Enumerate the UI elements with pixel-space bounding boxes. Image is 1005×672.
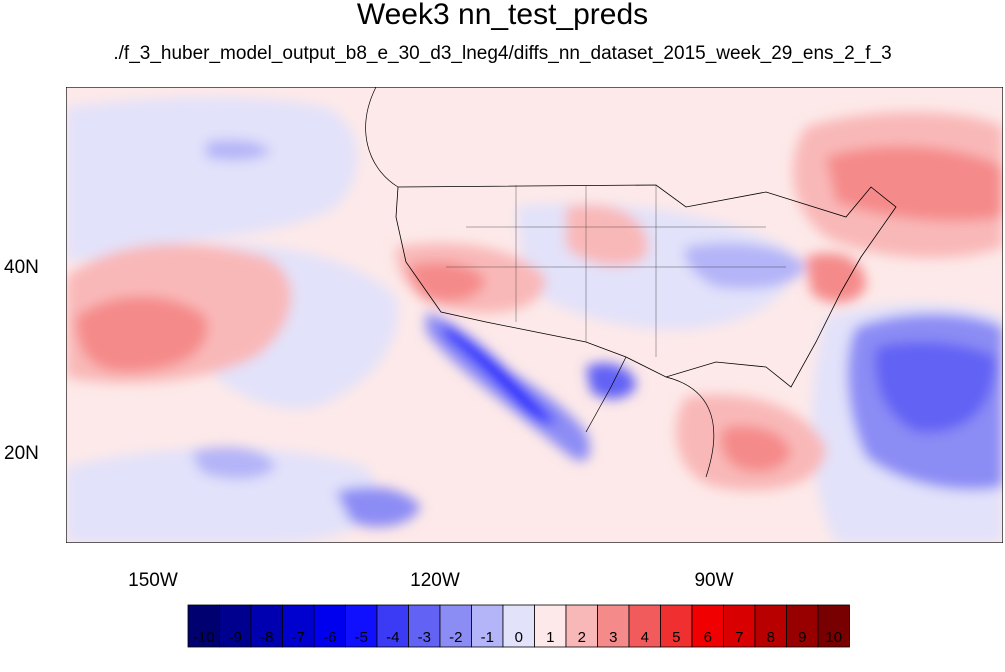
colorbar-swatch [534, 604, 567, 648]
colorbar-swatch [628, 604, 661, 648]
colorbar-tick-label: -6 [323, 629, 337, 646]
colorbar-swatch [723, 604, 756, 648]
colorbar-swatch [691, 604, 724, 648]
figure-title: Week3 nn_test_preds [356, 0, 649, 31]
colorbar-tick-label: -10 [192, 629, 215, 646]
colorbar-swatch [754, 604, 787, 648]
colorbar-tick-label: 1 [546, 629, 555, 646]
colorbar-tick-label: -4 [386, 629, 400, 646]
colorbar-tick-label: 5 [672, 629, 681, 646]
anomaly-field [66, 97, 1003, 543]
lon-tick-label-90w: 90W [694, 570, 734, 591]
colorbar-swatch [345, 604, 378, 648]
colorbar-tick-label: 8 [766, 629, 775, 646]
colorbar-tick-label: -7 [291, 629, 305, 646]
colorbar-tick-label: -8 [260, 629, 274, 646]
figure-subtitle: ./f_3_huber_model_output_b8_e_30_d3_lneg… [113, 43, 892, 64]
colorbar-swatch [282, 604, 315, 648]
colorbar-swatch [817, 604, 850, 648]
colorbar [187, 604, 850, 648]
colorbar-tick-label: 10 [825, 629, 843, 646]
colorbar-swatch [250, 604, 283, 648]
colorbar-tick-label: -5 [354, 629, 368, 646]
colorbar-swatch [376, 604, 409, 648]
map-plot [66, 87, 1003, 543]
colorbar-swatch [660, 604, 693, 648]
colorbar-tick-label: -3 [417, 629, 431, 646]
colorbar-tick-label: 2 [577, 629, 586, 646]
lon-tick-label-150w: 150W [128, 570, 178, 591]
colorbar-tick-label: 3 [609, 629, 618, 646]
colorbar-swatch [597, 604, 630, 648]
colorbar-swatch [313, 604, 346, 648]
colorbar-tick-label: 0 [514, 629, 523, 646]
colorbar-tick-label: 4 [640, 629, 649, 646]
colorbar-swatch [408, 604, 441, 648]
colorbar-tick-label: 6 [703, 629, 712, 646]
country-borders [395, 184, 897, 388]
colorbar-swatch [187, 604, 220, 648]
lat-tick-label-40n: 40N [4, 257, 39, 278]
colorbar-tick-label: -9 [228, 629, 242, 646]
colorbar-tick-label: -2 [449, 629, 463, 646]
colorbar-tick-label: 7 [735, 629, 744, 646]
colorbar-swatch [471, 604, 504, 648]
colorbar-swatch [439, 604, 472, 648]
colorbar-tick-label: 9 [798, 629, 807, 646]
lon-tick-label-120w: 120W [410, 570, 460, 591]
colorbar-swatch [786, 604, 819, 648]
colorbar-tick-label: -1 [480, 629, 494, 646]
lat-tick-label-20n: 20N [4, 443, 39, 464]
colorbar-swatch [502, 604, 535, 648]
